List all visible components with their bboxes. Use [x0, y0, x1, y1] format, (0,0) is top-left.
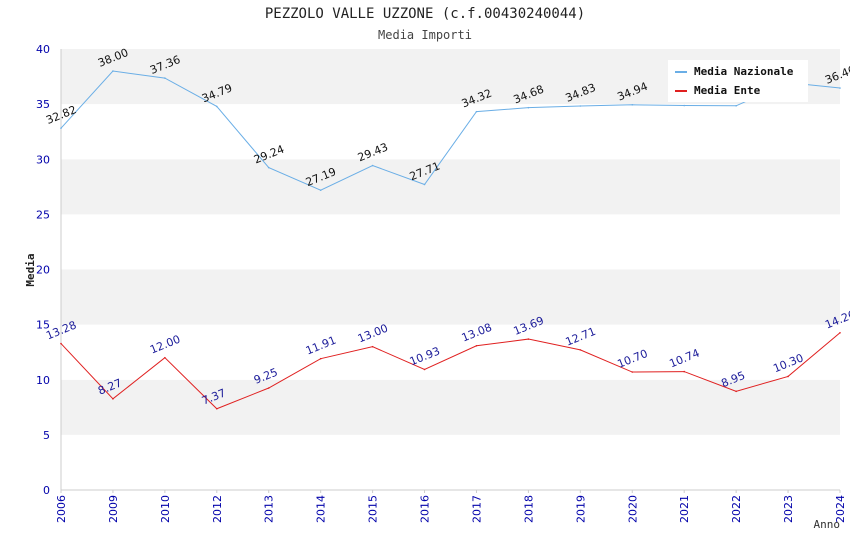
legend-label-media-ente: Media Ente — [694, 84, 761, 97]
data-point-media-nazionale — [683, 104, 685, 107]
plot-band — [61, 214, 840, 270]
plot-band — [61, 104, 840, 160]
data-point-media-ente — [423, 368, 426, 371]
x-tick-label: 2013 — [263, 495, 276, 523]
plot-background — [60, 49, 840, 491]
data-point-media-ente — [787, 375, 789, 378]
data-point-media-ente — [371, 345, 374, 348]
data-point-media-ente — [475, 344, 478, 347]
data-point-media-nazionale — [735, 104, 737, 107]
data-point-media-ente — [735, 390, 737, 393]
data-point-media-nazionale — [267, 166, 270, 169]
data-point-media-nazionale — [475, 110, 478, 113]
data-point-media-nazionale — [423, 183, 426, 186]
data-point-media-nazionale — [164, 77, 166, 79]
data-point-media-nazionale — [371, 164, 374, 167]
y-tick-label: 10 — [36, 374, 50, 387]
y-tick-label: 35 — [36, 98, 50, 111]
x-tick-label: 2023 — [782, 495, 795, 523]
x-tick-label: 2021 — [678, 495, 691, 523]
data-point-media-nazionale — [216, 105, 218, 108]
data-point-media-ente — [839, 331, 841, 334]
legend-label-media-nazionale: Media Nazionale — [694, 65, 794, 78]
data-point-media-ente — [631, 371, 634, 373]
data-point-media-ente — [579, 349, 582, 351]
legend: Media Nazionale Media Ente — [668, 60, 808, 102]
x-tick-label: 2020 — [626, 495, 639, 523]
plot-band — [61, 379, 840, 435]
x-tick-label: 2009 — [107, 495, 120, 523]
y-axis-label: Media — [24, 253, 37, 286]
data-point-media-ente — [683, 370, 685, 373]
y-tick-label: 25 — [36, 208, 50, 221]
chart-title: PEZZOLO VALLE UZZONE (c.f.00430240044) — [265, 6, 585, 22]
legend-box — [668, 60, 808, 102]
x-axis: 2006 2009 2010 2012 2013 2014 2015 2016 2017 2018… — [55, 490, 847, 523]
data-point-media-nazionale — [60, 127, 62, 129]
x-tick-label: 2017 — [470, 495, 483, 523]
data-point-media-nazionale — [527, 106, 530, 109]
data-point-media-ente — [319, 357, 322, 360]
x-tick-label: 2015 — [367, 495, 380, 523]
x-tick-label: 2006 — [55, 495, 68, 523]
x-axis-label: Anno — [814, 518, 841, 531]
data-point-media-ente — [216, 407, 218, 410]
x-tick-label: 2022 — [730, 495, 743, 523]
plot-band — [61, 434, 840, 490]
y-tick-label: 15 — [36, 319, 50, 332]
chart-subtitle: Media Importi — [378, 28, 472, 42]
data-point-media-nazionale — [112, 70, 114, 72]
data-point-media-ente — [164, 356, 166, 359]
data-point-media-nazionale — [631, 103, 634, 106]
data-point-media-ente — [60, 342, 62, 345]
data-point-media-nazionale — [839, 87, 841, 89]
plot-band — [61, 324, 840, 380]
x-tick-label: 2018 — [522, 495, 535, 523]
x-tick-label: 2024 — [834, 495, 847, 523]
data-point-media-ente — [112, 398, 114, 400]
data-point-media-nazionale — [579, 105, 582, 107]
data-point-media-nazionale — [319, 189, 322, 192]
x-tick-label: 2012 — [211, 495, 224, 523]
plot-band — [61, 159, 840, 215]
y-tick-label: 0 — [43, 484, 50, 497]
y-tick-label: 40 — [36, 43, 50, 56]
data-point-media-ente — [527, 338, 530, 340]
data-point-media-ente — [267, 387, 270, 389]
x-tick-label: 2010 — [159, 495, 172, 523]
y-tick-label: 5 — [43, 429, 50, 442]
series-line-media-ente — [60, 332, 841, 410]
x-tick-label: 2016 — [419, 495, 432, 523]
y-tick-label: 30 — [36, 153, 50, 166]
x-tick-label: 2019 — [574, 495, 587, 523]
y-axis: 0 5 10 15 20 25 30 35 40 — [36, 43, 50, 497]
y-tick-label: 20 — [36, 264, 50, 277]
x-tick-label: 2014 — [315, 495, 328, 523]
plot-band — [61, 269, 840, 325]
series-line-media-nazionale — [60, 70, 841, 191]
